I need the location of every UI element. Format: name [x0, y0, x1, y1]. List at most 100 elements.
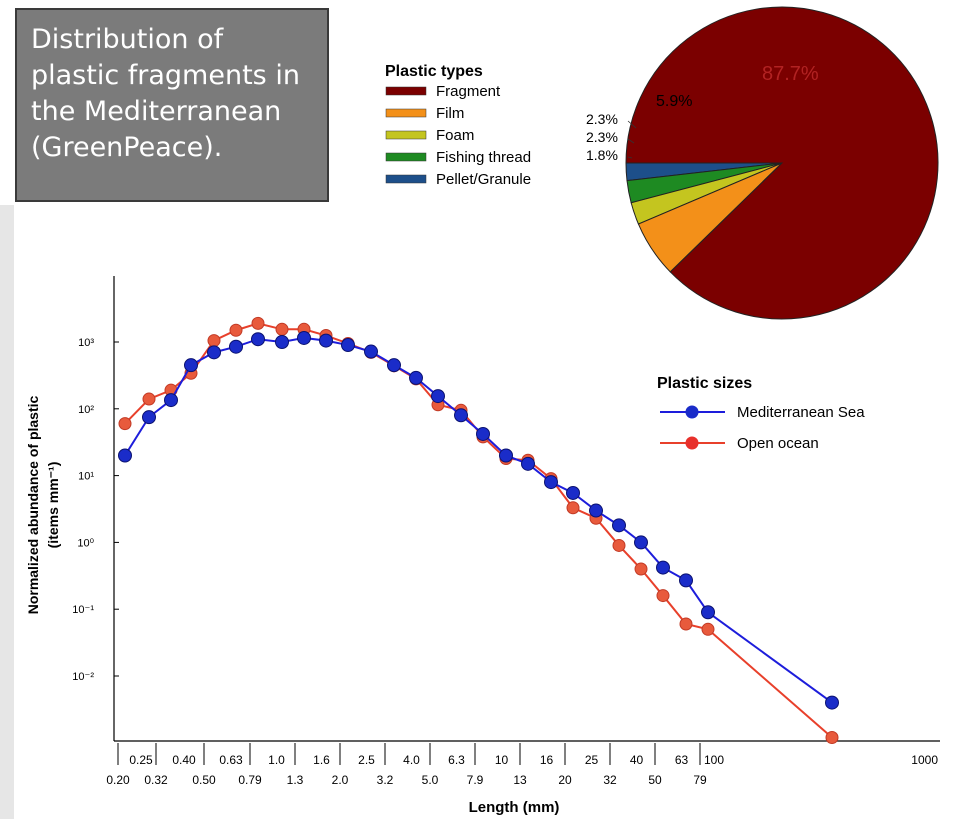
- x-tick-label-lower: 0.50: [192, 773, 216, 787]
- data-point-open-ocean: [634, 562, 648, 576]
- pie-label-fragment: 87.7%: [762, 63, 819, 85]
- x-tick-label-lower: 50: [648, 773, 662, 787]
- line-legend-title: Plastic sizes: [657, 375, 752, 392]
- x-tick-label-upper: 100: [704, 753, 724, 767]
- pie-legend-swatch: [385, 174, 427, 184]
- data-point-mediterranean-sea: [275, 335, 289, 349]
- pie-legend-swatch: [385, 130, 427, 140]
- pie-label-pellet: 1.8%: [586, 147, 618, 163]
- pie-label-foam: 2.3%: [586, 111, 618, 127]
- data-point-mediterranean-sea: [589, 503, 603, 518]
- pie-legend-swatch: [385, 86, 427, 96]
- data-point-mediterranean-sea: [184, 358, 198, 373]
- data-point-mediterranean-sea: [251, 332, 265, 347]
- data-point-open-ocean: [701, 622, 715, 636]
- x-tick-label-lower: 7.9: [467, 773, 484, 787]
- data-point-mediterranean-sea: [701, 605, 715, 620]
- x-tick-label-lower: 3.2: [377, 773, 394, 787]
- data-point-mediterranean-sea: [499, 448, 513, 463]
- x-tick-label-upper: 2.5: [358, 753, 375, 767]
- data-point-mediterranean-sea: [341, 338, 355, 353]
- x-tick-label-lower: 79: [693, 773, 707, 787]
- data-point-mediterranean-sea: [431, 389, 445, 404]
- x-tick-label-upper: 0.25: [129, 753, 153, 767]
- x-tick-label-upper: 40: [630, 753, 644, 767]
- line-legend-swatch-marker: [685, 436, 699, 450]
- data-point-mediterranean-sea: [297, 330, 311, 345]
- y-tick-label: 10²: [78, 404, 94, 416]
- pie-legend-swatch: [385, 108, 427, 118]
- x-tick-label-lower: 5.0: [422, 773, 439, 787]
- data-point-mediterranean-sea: [387, 358, 401, 373]
- pie-leader-line: [627, 138, 635, 144]
- y-tick-label: 10⁰: [77, 537, 94, 549]
- data-point-mediterranean-sea: [319, 333, 333, 348]
- y-tick-label: 10⁻²: [72, 671, 94, 683]
- data-point-open-ocean: [207, 334, 221, 348]
- data-point-open-ocean: [656, 589, 670, 603]
- data-point-mediterranean-sea: [229, 339, 243, 354]
- pie-legend-label: Pellet/Granule: [436, 171, 531, 188]
- x-tick-label-upper: 1.0: [268, 753, 285, 767]
- data-point-mediterranean-sea: [521, 456, 535, 471]
- x-tick-label-lower: 32: [603, 773, 617, 787]
- pie-chart: 87.7% 5.9% 2.3% 2.3% 1.8% Plastic types Fragme…: [385, 6, 939, 320]
- line-legend-label: Mediterranean Sea: [737, 404, 865, 421]
- x-tick-label-lower: 1.3: [287, 773, 304, 787]
- pie-leader-line: [627, 120, 637, 129]
- x-tick-label-lower: 0.20: [106, 773, 130, 787]
- pie-legend-label: Fishing thread: [436, 149, 531, 166]
- y-tick-label: 10³: [78, 337, 94, 349]
- data-point-mediterranean-sea: [679, 573, 693, 588]
- data-point-mediterranean-sea: [612, 518, 626, 533]
- x-tick-label-upper: 16: [540, 753, 554, 767]
- data-point-mediterranean-sea: [207, 345, 221, 360]
- line-legend-swatch-marker: [685, 405, 699, 419]
- data-point-mediterranean-sea: [825, 695, 839, 710]
- x-tick-label-lower: 20: [558, 773, 572, 787]
- pie-label-film: 5.9%: [656, 93, 692, 110]
- data-point-open-ocean: [566, 501, 580, 515]
- x-tick-label-upper: 10: [495, 753, 509, 767]
- series-line-open-ocean: [124, 322, 833, 739]
- x-tick-label-lower: 2.0: [332, 773, 349, 787]
- data-point-mediterranean-sea: [656, 560, 670, 575]
- x-tick-label-upper: 25: [585, 753, 599, 767]
- pie-label-fishing-thread: 2.3%: [586, 129, 618, 145]
- x-tick-label-lower: 13: [513, 773, 527, 787]
- data-point-open-ocean: [229, 323, 243, 337]
- pie-slice-fragment: [625, 6, 939, 320]
- x-axis-label: Length (mm): [469, 799, 560, 816]
- data-point-open-ocean: [142, 392, 156, 406]
- pie-leader-line: [627, 156, 633, 159]
- y-tick-label: 10¹: [78, 471, 94, 483]
- data-point-open-ocean: [118, 417, 132, 431]
- x-tick-label-lower: 0.32: [144, 773, 168, 787]
- slide-side-band: [0, 205, 14, 819]
- data-point-mediterranean-sea: [409, 370, 423, 385]
- pie-legend-swatch: [385, 152, 427, 162]
- data-point-mediterranean-sea: [164, 393, 178, 408]
- data-point-mediterranean-sea: [544, 475, 558, 490]
- data-point-mediterranean-sea: [454, 408, 468, 423]
- data-point-mediterranean-sea: [476, 426, 490, 441]
- pie-legend-label: Foam: [436, 127, 474, 144]
- data-point-mediterranean-sea: [364, 344, 378, 359]
- pie-legend-title: Plastic types: [385, 63, 483, 80]
- data-point-mediterranean-sea: [142, 410, 156, 425]
- x-tick-label-upper: 63: [675, 753, 689, 767]
- data-point-open-ocean: [825, 731, 839, 745]
- pie-legend-label: Film: [436, 105, 464, 122]
- data-point-mediterranean-sea: [566, 485, 580, 500]
- y-tick-label: 10⁻¹: [72, 604, 94, 616]
- x-tick-label-upper: 6.3: [448, 753, 465, 767]
- x-tick-label-lower: 0.79: [238, 773, 262, 787]
- x-tick-label-upper: 0.40: [172, 753, 196, 767]
- data-point-open-ocean: [612, 538, 626, 552]
- pie-legend-label: Fragment: [436, 83, 501, 100]
- data-point-open-ocean: [679, 617, 693, 631]
- x-tick-label-upper: 4.0: [403, 753, 420, 767]
- line-legend-label: Open ocean: [737, 435, 819, 452]
